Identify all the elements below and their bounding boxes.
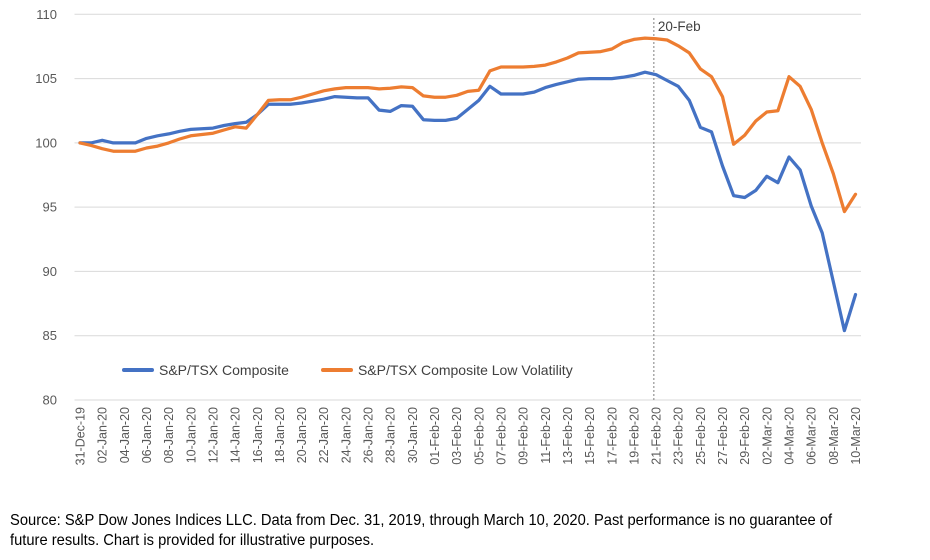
- x-axis-tick-label: 16-Jan-20: [251, 407, 265, 463]
- x-axis-tick-label: 14-Jan-20: [229, 407, 243, 463]
- y-axis-tick-label: 85: [43, 328, 57, 343]
- x-axis-tick-label: 03-Feb-20: [450, 407, 464, 465]
- low-volatility-line-swatch: [320, 368, 353, 372]
- x-axis-tick-label: 19-Feb-20: [627, 407, 641, 465]
- annotation-label: 20-Feb: [658, 19, 701, 34]
- x-axis-tick-label: 29-Feb-20: [738, 407, 752, 465]
- x-axis-tick-label: 21-Feb-20: [650, 407, 664, 465]
- x-axis-tick-label: 13-Feb-20: [561, 407, 575, 465]
- x-axis-tick-label: 15-Feb-20: [583, 407, 597, 465]
- series-line-low-volatility: [78, 36, 858, 214]
- x-axis-tick-label: 02-Jan-20: [96, 407, 110, 463]
- x-axis-tick-label: 25-Feb-20: [694, 407, 708, 465]
- source-note-line-2: future results. Chart is provided for il…: [10, 532, 375, 549]
- y-axis-tick-label: 110: [36, 7, 57, 22]
- x-axis-tick-label: 22-Jan-20: [317, 407, 331, 463]
- composite-line-swatch: [122, 368, 154, 372]
- x-axis-tick-label: 17-Feb-20: [605, 407, 619, 465]
- x-axis-tick-label: 09-Feb-20: [517, 407, 531, 465]
- legend-item-low-volatility: S&P/TSX Composite Low Volatility: [320, 362, 573, 378]
- x-axis-tick-label: 08-Jan-20: [162, 407, 176, 463]
- x-axis-tick-label: 08-Mar-20: [827, 407, 841, 465]
- legend-item-composite: S&P/TSX Composite: [122, 362, 289, 378]
- x-axis-tick-label: 24-Jan-20: [339, 407, 353, 463]
- x-axis-tick-label: 01-Feb-20: [428, 407, 442, 465]
- annotation-20-feb: 20-Feb: [653, 18, 701, 400]
- x-axis-tick-label: 06-Jan-20: [140, 407, 154, 463]
- legend-label-low-volatility: S&P/TSX Composite Low Volatility: [357, 362, 573, 378]
- chart-legend: S&P/TSX Composite S&P/TSX Composite Low …: [122, 362, 573, 378]
- x-axis-tick-label: 28-Jan-20: [384, 407, 398, 463]
- y-axis-tick-label: 90: [43, 264, 57, 279]
- y-axis: 110 105 100 95 90 85 80: [35, 7, 57, 408]
- x-axis-tick-label: 05-Feb-20: [472, 407, 486, 465]
- x-axis-tick-label: 26-Jan-20: [362, 407, 376, 463]
- chart-canvas: 110 105 100 95 90 85 80 31-Dec-19 02-Jan-20 04-J…: [35, 7, 864, 466]
- series-line-composite: [78, 70, 858, 333]
- x-axis-tick-label: 12-Jan-20: [207, 407, 221, 463]
- x-axis-tick-label: 27-Feb-20: [716, 407, 730, 465]
- x-axis-tick-label: 23-Feb-20: [672, 407, 686, 465]
- legend-label-composite: S&P/TSX Composite: [159, 362, 289, 378]
- y-axis-tick-label: 105: [35, 71, 57, 86]
- series-lines: [78, 36, 858, 333]
- source-note-line-1: Source: S&P Dow Jones Indices LLC. Data …: [10, 512, 833, 529]
- x-axis-tick-label: 04-Mar-20: [783, 407, 797, 465]
- y-axis-tick-label: 100: [35, 135, 57, 150]
- x-axis-tick-label: 04-Jan-20: [118, 407, 132, 463]
- x-axis: 31-Dec-19 02-Jan-20 04-Jan-20 06-Jan-20 08-J…: [74, 407, 864, 465]
- gridlines: [74, 13, 861, 401]
- source-note: Source: S&P Dow Jones Indices LLC. Data …: [10, 511, 930, 551]
- x-axis-tick-label: 20-Jan-20: [295, 407, 309, 463]
- y-axis-tick-label: 80: [43, 393, 57, 408]
- x-axis-tick-label: 06-Mar-20: [805, 407, 819, 465]
- x-axis-tick-label: 18-Jan-20: [273, 407, 287, 463]
- x-axis-tick-label: 02-Mar-20: [760, 407, 774, 465]
- x-axis-tick-label: 30-Jan-20: [406, 407, 420, 463]
- x-axis-tick-label: 07-Feb-20: [495, 407, 509, 465]
- x-axis-tick-label: 10-Mar-20: [849, 407, 863, 465]
- x-axis-tick-label: 11-Feb-20: [539, 407, 553, 464]
- x-axis-tick-label: 31-Dec-19: [74, 407, 88, 465]
- y-axis-tick-label: 95: [43, 200, 57, 215]
- x-axis-tick-label: 10-Jan-20: [184, 407, 198, 463]
